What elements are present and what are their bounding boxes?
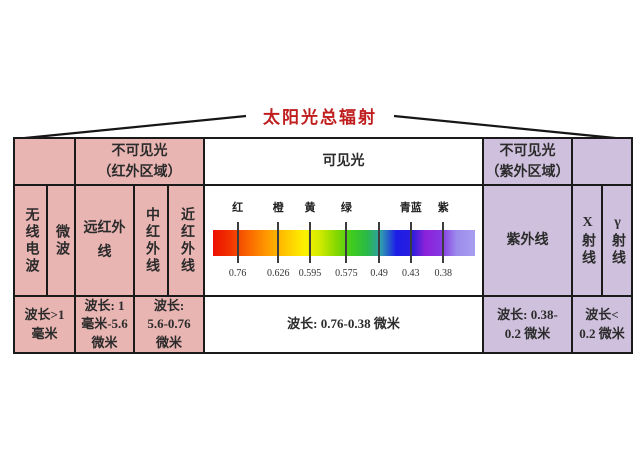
band-far-infrared: 远红外线: [76, 186, 133, 295]
spectrum-color-label: 红: [232, 202, 244, 214]
spectrum-tick: [308, 222, 311, 263]
spectrum-tick: [378, 222, 381, 263]
spectrum-boundary-value: 0.76: [228, 268, 247, 279]
spectrum-color-label: 青蓝: [399, 202, 422, 214]
spectrum-tick: [236, 222, 239, 263]
header-blank-right: [573, 139, 631, 184]
header-blank-left: [15, 139, 74, 184]
spectrum-tick: [345, 222, 348, 263]
header-ultraviolet: 不可见光 （紫外区域）: [484, 139, 571, 184]
spectrum-boundary-value: 0.43: [402, 268, 420, 279]
diagram-title: 太阳光总辐射: [263, 108, 377, 127]
visible-spectrum-cell: 0.76 0.626 0.595 0.575 0.49 0.43 0.38 红 橙 黄 绿 青蓝 紫: [205, 186, 482, 295]
band-microwave: 微波: [48, 186, 74, 295]
spectrum-area: 0.76 0.626 0.595 0.575 0.49 0.43 0.38 红 橙 黄 绿 青蓝 紫: [213, 186, 475, 295]
header-infrared: 不可见光 （红外区域）: [76, 139, 203, 184]
band-x-ray: X射线: [573, 186, 601, 295]
wavelength-mid-near-infrared: 波长: 5.6-0.76 微米: [135, 297, 203, 352]
spectrum-tick: [409, 222, 412, 263]
spectrum-tick: [277, 222, 280, 263]
header-visible: 可见光: [205, 139, 482, 184]
band-gamma-ray: γ射线: [603, 186, 631, 295]
spectrum-boundary-value: 0.626: [266, 268, 290, 279]
spectrum-color-label: 橙: [272, 202, 284, 214]
spectrum-tick: [442, 222, 445, 263]
spectrum-boundary-value: 0.575: [335, 268, 358, 279]
wavelength-far-infrared: 波长: 1 毫米-5.6 微米: [76, 297, 133, 352]
wavelength-ultraviolet: 波长: 0.38- 0.2 微米: [484, 297, 571, 352]
spectrum-color-label: 绿: [340, 202, 352, 214]
band-radio-waves: 无线电波: [15, 186, 46, 295]
wavelength-radio-microwave: 波长>1 毫米: [15, 297, 74, 352]
band-mid-infrared: 中红外线: [135, 186, 167, 295]
wavelength-xray-gamma: 波长< 0.2 微米: [573, 297, 631, 352]
spectrum-boundary-value: 0.595: [298, 268, 322, 279]
spectrum-boundary-value: 0.38: [434, 268, 453, 279]
wavelength-visible: 波长: 0.76-0.38 微米: [205, 297, 482, 352]
spectrum-table: 不可见光 （红外区域） 可见光 不可见光 （紫外区域） 无线电波 微波 远红外线…: [13, 137, 633, 354]
spectrum-color-label: 黄: [304, 202, 316, 214]
rainbow-spectrum-bar: [213, 230, 475, 256]
band-near-infrared: 近红外线: [169, 186, 203, 295]
spectrum-color-label: 紫: [437, 202, 449, 214]
spectrum-boundary-value: 0.49: [370, 268, 388, 279]
band-ultraviolet: 紫外线: [484, 186, 571, 295]
